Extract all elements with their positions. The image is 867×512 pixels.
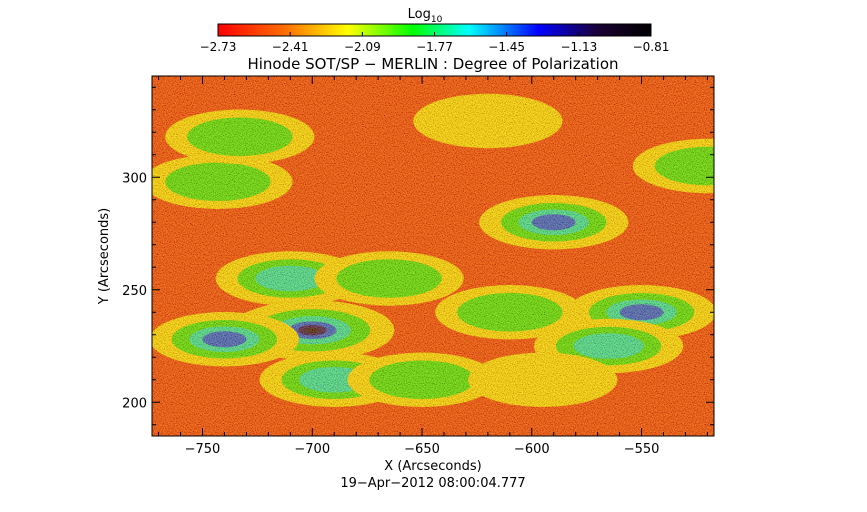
heatmap-map xyxy=(152,76,714,436)
colorbar-tick-label: −1.13 xyxy=(560,40,597,54)
y-tick-label: 200 xyxy=(122,396,147,411)
colorbar-label: Log10 xyxy=(408,7,443,25)
y-axis-label: Y (Arcseconds) xyxy=(97,208,112,305)
colorbar-tick-label: −2.41 xyxy=(272,40,309,54)
colorbar-tick-label: −1.45 xyxy=(488,40,525,54)
colorbar-tick-label: −1.77 xyxy=(416,40,453,54)
x-tick-label: −550 xyxy=(624,442,660,457)
plot-frame xyxy=(151,75,715,437)
x-tick-label: −700 xyxy=(294,442,330,457)
x-axis: −750 −700 −650 −600 −550 xyxy=(158,76,708,457)
y-tick-label: 300 xyxy=(122,171,147,186)
colorbar-tick-label: −0.81 xyxy=(633,40,670,54)
map-texture xyxy=(152,76,714,436)
y-tick-label: 250 xyxy=(122,284,147,299)
timestamp: 19−Apr−2012 08:00:04.777 xyxy=(340,476,525,491)
x-tick-label: −650 xyxy=(404,442,440,457)
y-axis: 200 250 300 xyxy=(122,86,714,426)
chart-title: Hinode SOT/SP − MERLIN : Degree of Polar… xyxy=(247,55,618,73)
x-tick-label: −600 xyxy=(514,442,550,457)
colorbar-ticks: −2.73 −2.41 −2.09 −1.77 −1.45 −1.13 −0.81 xyxy=(200,32,670,54)
colorbar-tick-label: −2.73 xyxy=(200,40,237,54)
x-tick-label: −750 xyxy=(185,442,221,457)
colorbar-tick-label: −2.09 xyxy=(344,40,381,54)
x-axis-label: X (Arcseconds) xyxy=(384,459,481,474)
